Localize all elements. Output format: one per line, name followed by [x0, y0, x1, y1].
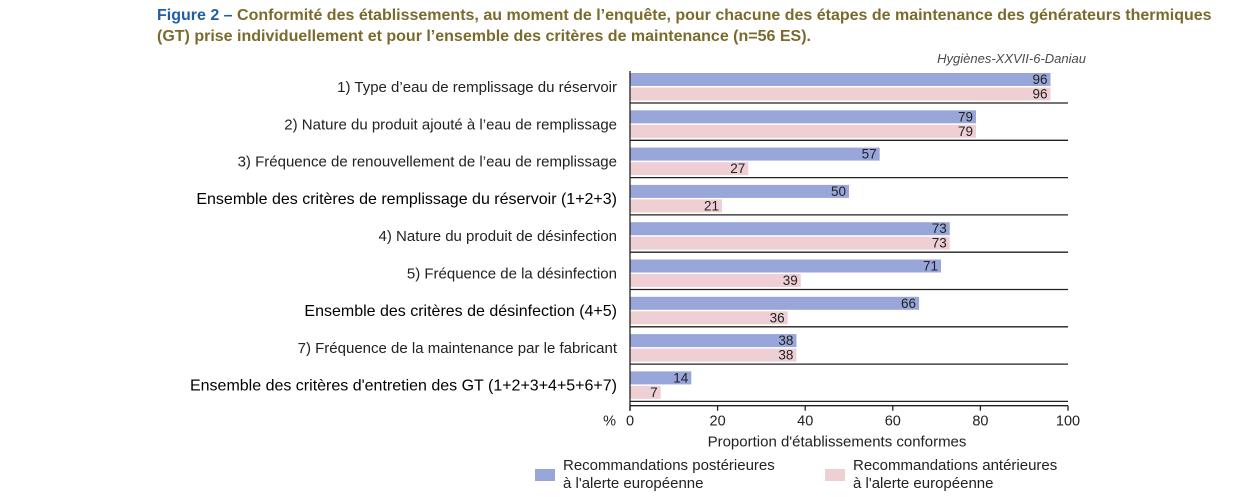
bar-post-4 — [630, 222, 950, 236]
legend-item-ante: Recommandations antérieures à l'alerte e… — [825, 457, 1103, 493]
x-tick-label-2: 40 — [797, 414, 813, 430]
data-label-ante-0: 96 — [1032, 87, 1047, 102]
legend-label-post: Recommandations postérieures à l'alerte … — [563, 457, 813, 493]
legend-swatch-post — [535, 469, 555, 481]
legend-item-post: Recommandations postérieures à l'alerte … — [535, 457, 813, 493]
data-label-post-3: 50 — [831, 184, 846, 199]
data-label-ante-6: 36 — [770, 310, 785, 325]
legend-label-post-line2: à l'alerte européenne — [563, 475, 704, 492]
bar-post-1 — [630, 110, 977, 124]
category-label-6: Ensemble des critères de désinfection (4… — [304, 303, 617, 320]
bar-ante-7 — [630, 348, 797, 362]
legend-label-ante: Recommandations antérieures à l'alerte e… — [853, 457, 1103, 493]
data-label-post-7: 38 — [778, 333, 793, 348]
category-label-7: 7) Fréquence de la maintenance par le fa… — [298, 340, 618, 357]
legend-label-post-line1: Recommandations postérieures — [563, 457, 775, 474]
category-label-5: 5) Fréquence de la désinfection — [407, 266, 617, 283]
bar-ante-2 — [630, 162, 749, 176]
x-tick-label-1: 20 — [710, 414, 726, 430]
figure-caption: Conformité des établissements, au moment… — [157, 7, 1212, 45]
category-label-2: 3) Fréquence de renouvellement de l’eau … — [238, 154, 617, 171]
bar-post-8 — [630, 371, 692, 385]
bar-post-6 — [630, 296, 920, 310]
data-label-post-2: 57 — [862, 147, 877, 162]
data-label-ante-5: 39 — [783, 273, 798, 288]
x-unit-label: % — [603, 414, 616, 430]
data-label-ante-4: 73 — [932, 236, 947, 251]
data-label-ante-1: 79 — [958, 124, 973, 139]
bar-post-5 — [630, 259, 941, 273]
source-credit: Hygiènes-XXVII-6-Daniau — [937, 51, 1086, 66]
x-tick-label-5: 100 — [1056, 414, 1080, 430]
bar-ante-6 — [630, 311, 788, 325]
x-tick-label-0: 0 — [626, 414, 634, 430]
chart-title: Figure 2 – Conformité des établissements… — [157, 5, 1217, 47]
category-label-1: 2) Nature du produit ajouté à l’eau de r… — [284, 116, 617, 133]
bar-ante-8 — [630, 385, 661, 399]
category-label-8: Ensemble des critères d'entretien des GT… — [190, 377, 617, 394]
bar-post-2 — [630, 147, 880, 161]
bar-post-7 — [630, 334, 797, 348]
category-label-3: Ensemble des critères de remplissage du … — [196, 191, 617, 208]
legend-label-ante-line1: Recommandations antérieures — [853, 457, 1058, 474]
data-label-post-6: 66 — [901, 296, 916, 311]
data-label-post-4: 73 — [932, 221, 947, 236]
bar-ante-3 — [630, 199, 722, 213]
category-label-4: 4) Nature du produit de désinfection — [379, 228, 617, 245]
figure-number: Figure 2 – — [157, 7, 238, 24]
data-label-ante-3: 21 — [704, 198, 719, 213]
bar-post-3 — [630, 184, 849, 198]
legend-label-ante-line2: à l'alerte européenne — [853, 475, 994, 492]
x-axis-title: Proportion d'établissements conformes — [708, 434, 967, 451]
data-label-post-5: 71 — [923, 259, 938, 274]
bar-ante-5 — [630, 274, 801, 287]
bar-post-0 — [630, 73, 1051, 86]
data-label-ante-8: 7 — [650, 385, 658, 400]
data-label-ante-2: 27 — [730, 161, 745, 176]
data-label-ante-7: 38 — [778, 348, 793, 363]
bar-ante-1 — [630, 124, 977, 138]
data-label-post-8: 14 — [673, 370, 689, 385]
legend-swatch-ante — [825, 469, 845, 481]
x-tick-label-3: 60 — [885, 414, 901, 430]
data-label-post-1: 79 — [958, 109, 973, 124]
bar-ante-0 — [630, 87, 1051, 101]
category-label-0: 1) Type d’eau de remplissage du réservoi… — [337, 79, 617, 96]
data-label-post-0: 96 — [1032, 72, 1047, 87]
x-tick-label-4: 80 — [972, 414, 988, 430]
bar-ante-4 — [630, 236, 950, 250]
